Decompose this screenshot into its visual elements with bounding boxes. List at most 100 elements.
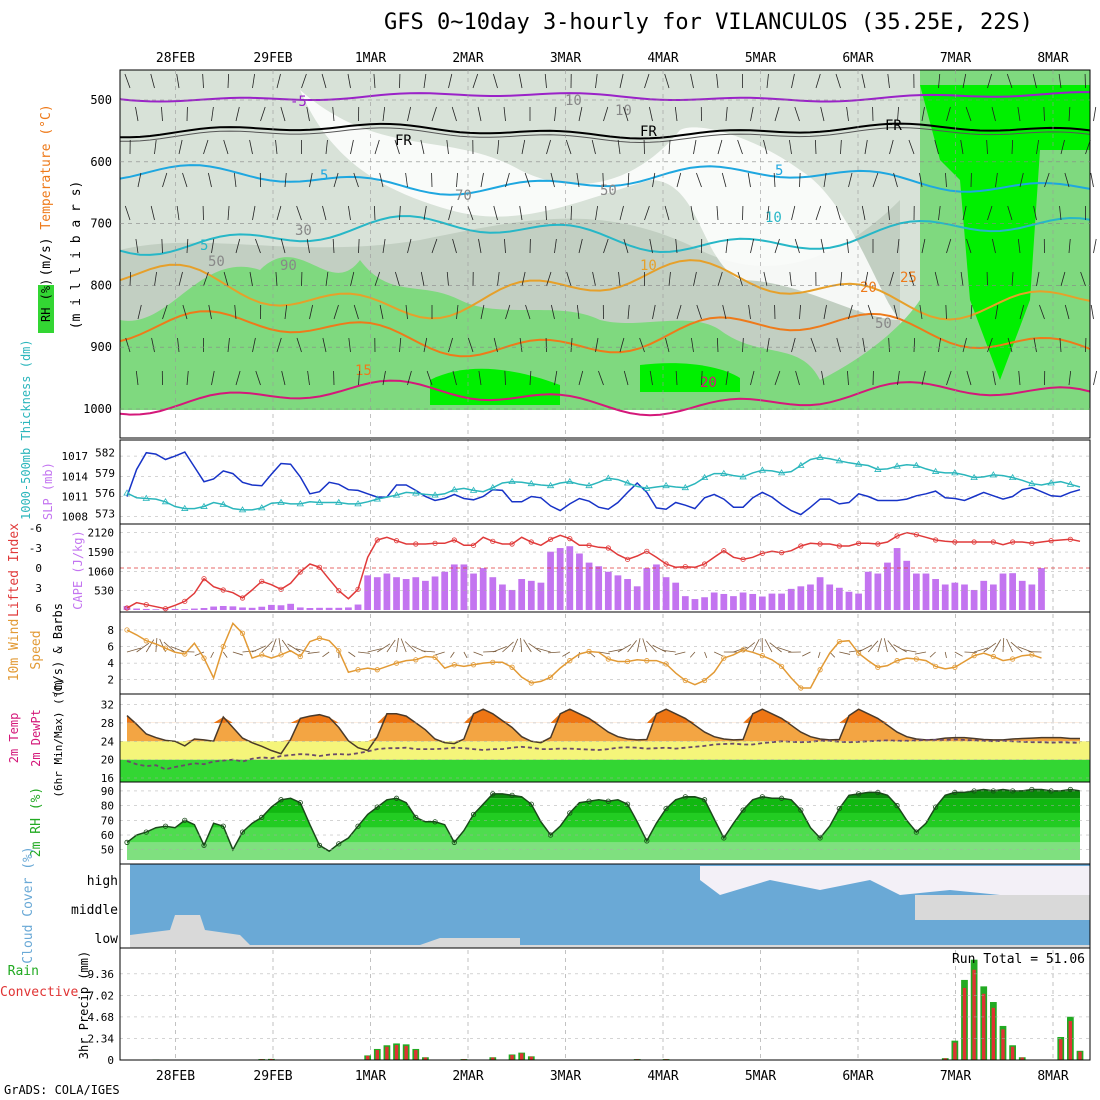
isotherm-20 xyxy=(119,310,1091,358)
cape-bar xyxy=(489,577,497,610)
wind-barb xyxy=(791,73,795,89)
wind-barb xyxy=(332,106,335,122)
wind-barb xyxy=(452,370,457,386)
wind-barb xyxy=(966,238,972,254)
wind-barb-10m xyxy=(883,638,888,653)
wind-barb xyxy=(407,238,412,254)
precip-convective-bar xyxy=(1010,1046,1015,1060)
wind-barb xyxy=(1060,139,1065,155)
wind-barb-10m xyxy=(511,638,519,653)
wind-barb xyxy=(623,238,629,254)
wind-barb-10m xyxy=(232,651,243,656)
cape-bar xyxy=(422,580,429,610)
wind-barb xyxy=(125,337,131,353)
lifted-index-point xyxy=(913,532,919,538)
precip-axis-label-b: Convective xyxy=(0,985,78,1000)
cape-bar xyxy=(556,548,564,610)
isotherm-25 xyxy=(119,379,1091,417)
precip-tick-label: 2.34 xyxy=(88,1032,115,1045)
wind-barb xyxy=(518,73,523,89)
rh2m-point xyxy=(451,839,457,845)
wind-barb xyxy=(551,304,555,320)
wind-barb xyxy=(124,205,131,221)
lifted-index-point xyxy=(933,537,939,543)
wind10m-point xyxy=(624,658,631,665)
rh-axis-label: RH (%) xyxy=(39,279,53,322)
lifted-index-point xyxy=(1010,539,1016,545)
rh2m-point xyxy=(836,805,842,812)
wind-barb xyxy=(478,370,482,386)
lifted-index-point xyxy=(220,587,226,593)
wind-barb xyxy=(405,172,408,188)
lifted-index-point xyxy=(143,602,149,608)
cape-bar xyxy=(653,564,660,610)
thickness-point xyxy=(777,469,786,476)
wind-barb xyxy=(992,370,996,386)
rh2m-point xyxy=(316,842,323,848)
precip-convective-bar xyxy=(519,1053,524,1060)
wind-barb xyxy=(578,238,583,254)
wind-barb xyxy=(276,337,282,353)
wind-barb xyxy=(497,271,500,287)
wind-barb xyxy=(284,304,288,320)
wind10m-point xyxy=(798,685,804,691)
thickness-point xyxy=(315,498,324,505)
thickness-tick-label: 573 xyxy=(95,507,115,520)
precip-convective-bar xyxy=(510,1055,514,1060)
wind-barb xyxy=(595,337,599,353)
wind-barb xyxy=(423,337,428,353)
wind-barb-10m xyxy=(547,651,561,654)
wind-barb-10m xyxy=(210,651,214,658)
wind-barb xyxy=(1019,304,1025,320)
wind-barb-10m xyxy=(689,651,696,658)
thickness-point xyxy=(508,477,516,485)
wind-barb-10m xyxy=(627,640,637,653)
wind-barb xyxy=(690,205,694,221)
cape-bar xyxy=(1018,580,1026,610)
wind-barb xyxy=(618,271,621,287)
wind-barb xyxy=(864,271,869,287)
wind-barb xyxy=(598,370,604,386)
wind-barb-10m xyxy=(636,638,641,653)
rh2m-point xyxy=(413,814,419,820)
wind-barb xyxy=(493,337,498,353)
wind-barb xyxy=(675,238,678,254)
cape-bar xyxy=(181,609,189,610)
wind-barb xyxy=(750,370,755,386)
wind-barb xyxy=(913,337,916,353)
wind10m-point xyxy=(701,677,708,684)
precip-convective-bar xyxy=(404,1045,408,1060)
contour-label: 20 xyxy=(700,375,717,391)
wind-barb xyxy=(177,337,180,353)
wind-barb xyxy=(309,304,313,320)
thickness-point xyxy=(989,471,998,478)
wind-barb xyxy=(919,172,923,188)
wind-barb xyxy=(603,238,609,254)
wind-barb xyxy=(835,73,841,89)
bottom-date-label: 2MAR xyxy=(452,1069,483,1084)
cape-bar xyxy=(191,608,198,610)
temp-tick-label: 28 xyxy=(101,717,114,730)
wind-barb xyxy=(668,139,671,155)
thickness-point xyxy=(1008,473,1017,481)
cape-bar xyxy=(768,593,776,610)
cape-bar xyxy=(335,607,343,610)
wind-barb-10m xyxy=(307,651,320,654)
top-date-label: 5MAR xyxy=(745,51,776,66)
wind10m-point xyxy=(644,658,650,664)
rh2m-point xyxy=(778,795,785,801)
wind-barbs-upper xyxy=(124,73,1097,386)
wind-barb xyxy=(135,106,139,122)
wind-barb xyxy=(399,205,401,221)
li-tick-label: 3 xyxy=(35,582,42,595)
rh-fill-saturated-low2 xyxy=(640,363,740,392)
wind10m-point xyxy=(682,677,688,684)
wind-barb xyxy=(737,139,743,155)
top-date-label: 7MAR xyxy=(940,51,971,66)
cape-bar xyxy=(258,606,266,610)
wind-barb xyxy=(946,238,952,254)
wind-barb xyxy=(235,238,241,254)
thickness-point xyxy=(816,453,824,460)
wind-barb xyxy=(945,304,947,320)
wind-barb xyxy=(848,172,853,188)
